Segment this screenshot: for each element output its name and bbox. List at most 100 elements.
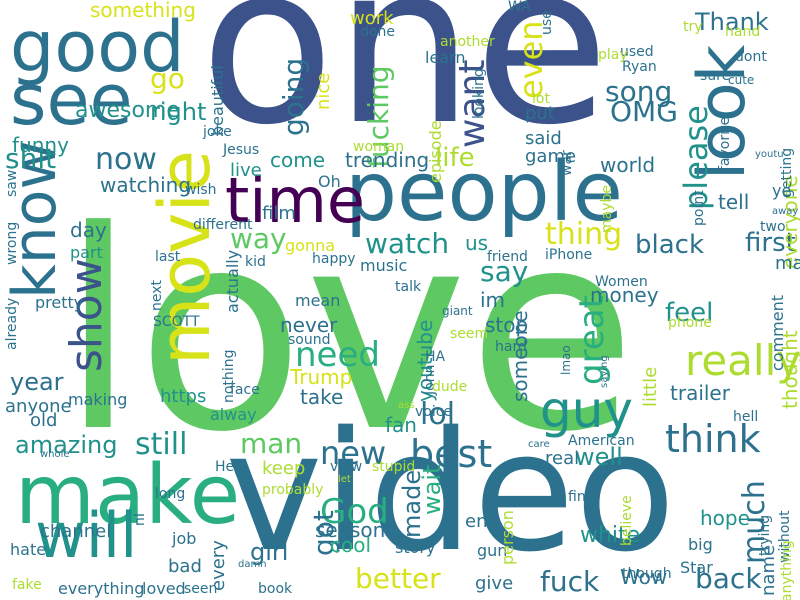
cloud-word: feel bbox=[665, 298, 714, 328]
cloud-word: another bbox=[440, 34, 495, 50]
cloud-word: season bbox=[315, 518, 386, 542]
cloud-word: part bbox=[70, 243, 103, 262]
cloud-word: believe bbox=[619, 495, 635, 546]
cloud-word: someone bbox=[508, 310, 532, 402]
cloud-word: find bbox=[568, 489, 595, 505]
cloud-word: said bbox=[525, 128, 562, 149]
cloud-word: little bbox=[640, 367, 661, 408]
cloud-word: WA bbox=[508, 0, 531, 15]
cloud-word: nice bbox=[313, 73, 334, 111]
cloud-word: long bbox=[155, 486, 186, 502]
cloud-word: saying bbox=[599, 355, 610, 388]
cloud-word: game bbox=[525, 146, 577, 167]
cloud-word: giant bbox=[442, 304, 473, 318]
cloud-word: story bbox=[395, 538, 436, 557]
cloud-word: done bbox=[360, 24, 395, 40]
cloud-word: girl bbox=[250, 538, 289, 566]
cloud-word: big bbox=[688, 535, 713, 554]
cloud-word: dude bbox=[432, 379, 468, 395]
cloud-word: right bbox=[150, 98, 207, 126]
cloud-word: HA bbox=[425, 349, 446, 365]
cloud-word: whole bbox=[40, 449, 70, 460]
cloud-word: first bbox=[745, 228, 796, 258]
cloud-word: favorite bbox=[717, 117, 733, 172]
cloud-word: Oh bbox=[318, 172, 341, 191]
cloud-word: new bbox=[320, 434, 387, 472]
cloud-word: going bbox=[277, 58, 310, 137]
cloud-word: channel bbox=[40, 521, 112, 542]
cloud-word: tell bbox=[718, 190, 750, 214]
cloud-word: best bbox=[410, 432, 493, 476]
cloud-word: white bbox=[580, 523, 641, 548]
cloud-word: actually bbox=[223, 250, 242, 314]
cloud-word: now bbox=[95, 142, 157, 177]
cloud-word: Women bbox=[595, 274, 648, 290]
cloud-word: God bbox=[320, 492, 389, 532]
cloud-word: funny bbox=[12, 133, 69, 157]
cloud-word: seen bbox=[184, 581, 218, 597]
cloud-word: love bbox=[60, 172, 637, 492]
cloud-word: hope bbox=[700, 506, 750, 530]
cloud-word: stop bbox=[485, 313, 529, 337]
cloud-word: Thank bbox=[695, 8, 769, 36]
cloud-word: used bbox=[620, 44, 654, 60]
cloud-word: guy bbox=[540, 381, 634, 439]
cloud-word: time bbox=[225, 164, 366, 237]
cloud-word: wrong bbox=[4, 222, 20, 266]
cloud-word: back bbox=[695, 562, 762, 595]
cloud-word: care bbox=[528, 439, 550, 450]
cloud-word: bad bbox=[168, 556, 202, 577]
cloud-word: Ryan bbox=[622, 59, 657, 75]
cloud-word: way bbox=[230, 222, 287, 255]
cloud-word: probably bbox=[262, 482, 324, 498]
cloud-word: ass bbox=[398, 400, 415, 411]
cloud-word: next bbox=[149, 280, 165, 312]
cloud-word: need bbox=[295, 335, 380, 375]
cloud-word: away bbox=[772, 206, 799, 217]
cloud-word: Hey bbox=[215, 459, 243, 475]
cloud-word: still bbox=[135, 427, 188, 462]
cloud-word: watching bbox=[100, 173, 192, 197]
cloud-word: comment bbox=[768, 295, 787, 372]
cloud-word: last bbox=[155, 249, 181, 265]
cloud-word: film bbox=[262, 203, 296, 224]
cloud-word: joke bbox=[203, 124, 232, 140]
cloud-word: Wow bbox=[620, 565, 668, 589]
cloud-word: video bbox=[225, 396, 676, 588]
cloud-word: cool bbox=[330, 533, 372, 557]
cloud-word: trailer bbox=[670, 381, 730, 405]
cloud-word: something bbox=[90, 0, 196, 22]
cloud-word: saw bbox=[4, 170, 20, 198]
cloud-word: shit bbox=[5, 142, 57, 175]
cloud-word: point bbox=[691, 190, 707, 226]
cloud-word: maybe bbox=[599, 185, 615, 234]
cloud-word: work bbox=[350, 8, 394, 29]
cloud-word: keep bbox=[262, 458, 306, 479]
cloud-word: come bbox=[270, 148, 326, 172]
cloud-word: music bbox=[360, 256, 408, 275]
cloud-word: everything bbox=[58, 579, 145, 598]
cloud-word: well bbox=[575, 443, 623, 471]
cloud-word: fan bbox=[385, 413, 417, 437]
cloud-word: job bbox=[172, 529, 197, 548]
cloud-word: go bbox=[150, 62, 185, 95]
cloud-word: gun bbox=[477, 541, 508, 560]
cloud-word: old bbox=[30, 410, 58, 431]
cloud-word: year bbox=[10, 368, 64, 396]
cloud-word: voice bbox=[415, 404, 453, 420]
cloud-word: good bbox=[10, 6, 185, 88]
cloud-word: day bbox=[70, 218, 107, 242]
cloud-word: take bbox=[300, 385, 344, 409]
cloud-word: thing bbox=[545, 217, 623, 252]
cloud-word: many bbox=[775, 253, 800, 274]
cloud-word: friend bbox=[487, 249, 528, 265]
cloud-word: trending bbox=[345, 148, 430, 172]
cloud-word: play bbox=[598, 47, 628, 63]
cloud-word: though bbox=[622, 566, 672, 582]
cloud-word: wish bbox=[185, 182, 217, 198]
cloud-word: fake bbox=[12, 577, 42, 593]
cloud-word: face bbox=[230, 382, 260, 398]
cloud-word: trying bbox=[757, 515, 773, 557]
cloud-word: real bbox=[545, 448, 580, 469]
